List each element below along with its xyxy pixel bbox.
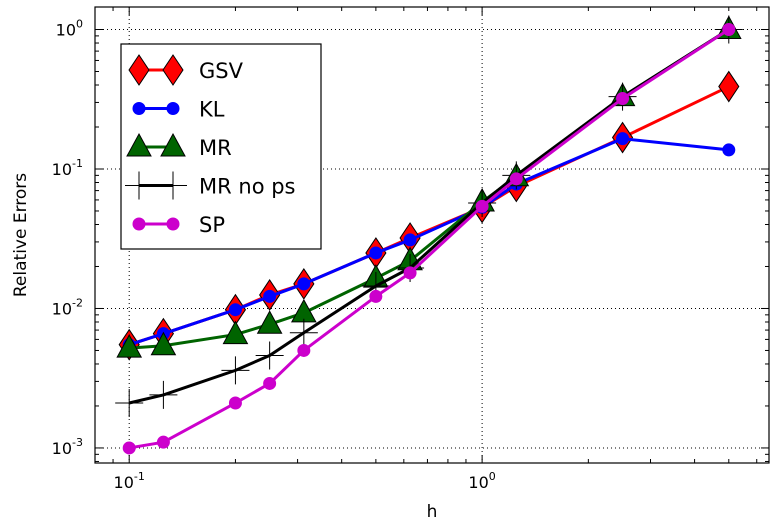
legend-marker-right [162,54,184,86]
data-point [718,70,740,103]
data-point [255,341,284,370]
data-point [722,143,736,157]
y-tick-exp: -3 [72,436,83,449]
data-point [149,380,178,409]
legend-marker-left [132,102,146,115]
x-tick-exp: -1 [134,470,145,483]
legend-marker-left [128,54,150,86]
data-point [122,441,136,455]
data-point [228,396,242,410]
data-point [403,266,417,280]
x-tick-base: 10 [468,473,488,492]
y-tick-exp: 0 [76,18,83,31]
legend: GSV KL MR MR no ps SP [120,43,322,250]
legend-entry: GSV [128,54,244,86]
data-point [475,199,489,213]
legend-marker-left [126,132,152,157]
data-point [369,289,383,303]
x-tick-exp: 0 [489,470,496,483]
data-point [150,331,177,356]
y-tick-exp: -2 [72,296,83,309]
legend-entry: KL [132,98,225,122]
legend-label: SP [199,213,225,237]
legend-entry: MR no ps [125,171,296,200]
legend-marker-left [125,171,153,200]
legend-label: KL [199,98,225,122]
y-tick-label: 10-2 [52,296,83,318]
plot-frame [94,6,770,464]
axis-ticks [95,7,769,463]
x-tick-base: 10 [114,473,134,492]
data-point [297,343,311,357]
legend-label: MR [199,136,232,160]
data-point [263,289,277,303]
legend-entry: MR [126,132,232,160]
data-point [616,132,630,146]
series [115,15,743,455]
y-tick-label: 10-3 [52,436,83,458]
data-point [222,320,249,345]
x-axis-label: h [427,502,438,522]
y-tick-base: 10 [52,439,72,458]
data-point [403,233,417,247]
y-tick-base: 10 [56,21,76,40]
legend-marker-right [160,132,186,157]
y-tick-base: 10 [52,160,72,179]
y-tick-label: 10-1 [52,157,83,179]
data-point [221,356,250,385]
data-point [297,277,311,291]
legend-marker-right [159,171,187,200]
y-tick-exp: -1 [72,157,83,170]
data-point [509,172,523,186]
data-point [616,92,630,106]
data-point [289,318,318,347]
data-point [116,334,143,358]
legend-marker-right [166,102,180,115]
data-point [263,376,277,390]
y-tick-label: 100 [56,18,83,40]
y-tick-base: 10 [52,299,72,318]
x-tick-label: 10-1 [114,470,145,492]
data-point [156,435,170,449]
data-point [290,298,317,323]
legend-label: GSV [199,59,244,83]
x-tick-label: 100 [468,470,495,492]
series-sp [122,23,736,455]
legend-entry: SP [132,213,225,237]
data-point [256,310,283,334]
y-axis-label: Relative Errors [11,173,31,297]
data-point [115,389,144,418]
data-point [722,23,736,37]
data-point [369,246,383,260]
data-point [228,303,242,317]
legend-marker-right [166,217,180,231]
legend-label: MR no ps [199,175,296,199]
legend-marker-left [132,217,146,231]
